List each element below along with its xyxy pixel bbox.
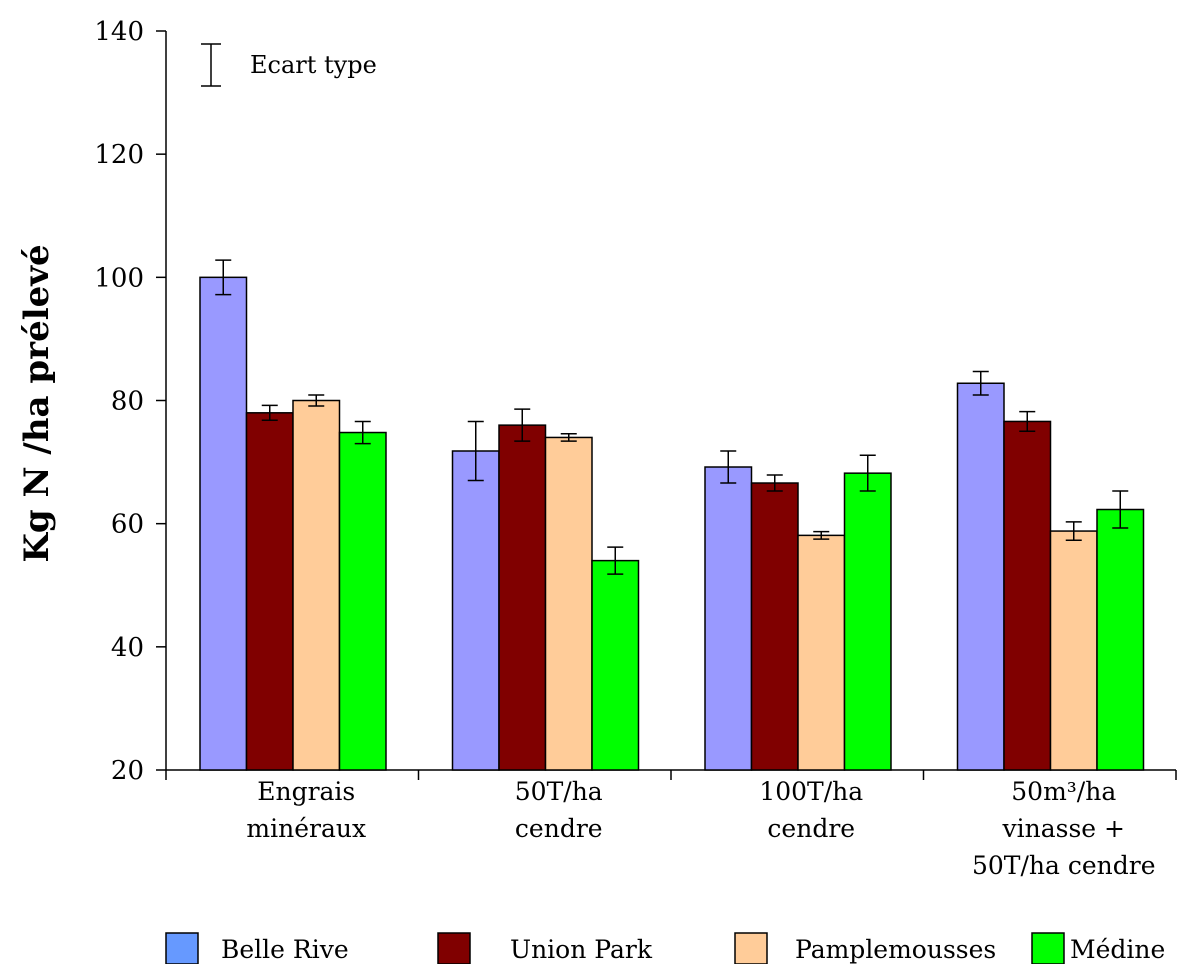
- legend-swatch: [165, 932, 199, 965]
- bar: [498, 424, 547, 771]
- labels: 20 40 60 80 100 120 140 Engrais minéraux 50T/ha ce…: [17, 17, 1156, 880]
- legend-label: Union Park: [510, 935, 653, 964]
- legend-swatch: [1031, 932, 1065, 965]
- y-axis-label: Kg N /ha prélevé: [17, 244, 57, 562]
- bar: [1049, 530, 1098, 771]
- category-label: 50T/ha cendre: [972, 851, 1156, 880]
- y-tick-label: 120: [94, 140, 144, 170]
- bar: [338, 431, 387, 771]
- bar: [797, 534, 846, 771]
- bar: [292, 399, 341, 771]
- bar: [451, 450, 500, 771]
- legend-label: Pamplemousses: [795, 935, 996, 964]
- bars: [199, 259, 1145, 771]
- legend-label: Belle Rive: [221, 935, 349, 964]
- bar: [544, 436, 593, 771]
- category-label: 50T/ha: [515, 777, 603, 806]
- bar: [956, 382, 1005, 771]
- y-tick-label: 80: [111, 387, 144, 417]
- y-tick-label: 140: [94, 17, 144, 47]
- legend-swatch: [437, 932, 471, 965]
- category-label: cendre: [515, 814, 603, 843]
- bar: [1096, 508, 1145, 771]
- category-label: minéraux: [246, 814, 366, 843]
- bar: [704, 466, 753, 771]
- category-label: vinasse +: [1002, 814, 1125, 843]
- legend-label: Médine: [1070, 935, 1165, 964]
- legend-swatch: [734, 932, 768, 965]
- bar: [750, 482, 799, 771]
- y-tick-label: 100: [94, 263, 144, 293]
- bar: [1003, 420, 1052, 771]
- y-tick-label: 60: [111, 510, 144, 540]
- category-label: 50m³/ha: [1011, 777, 1116, 806]
- category-label: 100T/ha: [759, 777, 863, 806]
- y-tick-label: 20: [111, 756, 144, 786]
- error-key-label: Ecart type: [250, 51, 377, 79]
- category-label: cendre: [767, 814, 855, 843]
- category-label: Engrais: [257, 777, 355, 806]
- bar: [245, 412, 294, 771]
- y-tick-label: 40: [111, 633, 144, 663]
- bar: [199, 276, 248, 771]
- bar: [843, 472, 892, 771]
- bar: [591, 559, 640, 771]
